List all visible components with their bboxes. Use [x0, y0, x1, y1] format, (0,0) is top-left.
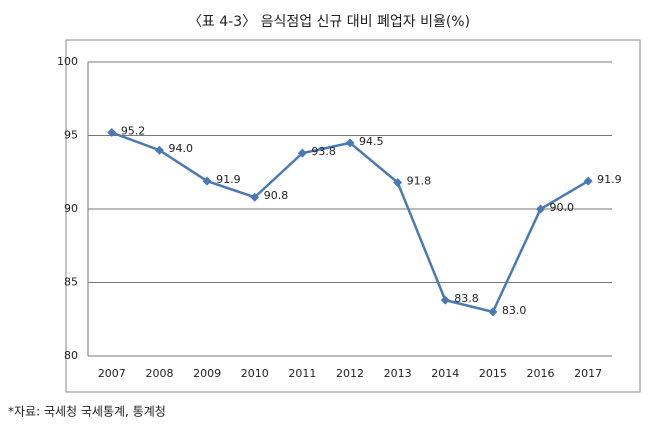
data-label: 94.5 — [359, 135, 384, 148]
data-point — [488, 307, 498, 317]
data-label: 91.9 — [216, 173, 241, 186]
data-point — [345, 138, 355, 148]
data-point — [440, 295, 450, 305]
y-tick-label: 100 — [57, 55, 78, 68]
data-label: 95.2 — [121, 125, 145, 138]
x-tick-label: 2012 — [336, 367, 364, 380]
data-label: 83.8 — [454, 292, 479, 305]
y-tick-label: 90 — [64, 202, 78, 215]
data-point — [107, 128, 117, 138]
y-tick-label: 80 — [64, 349, 78, 362]
x-tick-label: 2008 — [145, 367, 173, 380]
data-point — [393, 178, 403, 188]
x-tick-label: 2015 — [479, 367, 507, 380]
data-point — [154, 145, 164, 155]
x-tick-label: 2013 — [384, 367, 412, 380]
x-tick-label: 2017 — [574, 367, 602, 380]
chart-title: 〈표 4-3〉 음식점업 신규 대비 폐업자 비율(%) — [188, 14, 470, 30]
x-tick-label: 2014 — [431, 367, 459, 380]
data-label: 93.8 — [311, 145, 336, 158]
data-point — [536, 204, 546, 214]
y-tick-label: 85 — [64, 276, 78, 289]
x-tick-label: 2010 — [241, 367, 269, 380]
data-point — [250, 192, 260, 202]
data-point — [297, 148, 307, 158]
x-tick-label: 2007 — [98, 367, 126, 380]
data-label: 83.0 — [502, 304, 526, 317]
x-tick-label: 2011 — [288, 367, 316, 380]
x-tick-label: 2016 — [527, 367, 555, 380]
data-point — [202, 176, 212, 186]
data-label: 91.9 — [597, 173, 622, 186]
data-point — [583, 176, 593, 186]
data-label: 94.0 — [168, 142, 193, 155]
chart-frame — [65, 39, 641, 393]
data-label: 91.8 — [407, 175, 432, 188]
y-tick-label: 95 — [64, 129, 78, 142]
source-note: *자료: 국세청 국세통계, 통계청 — [8, 405, 166, 419]
x-tick-label: 2009 — [193, 367, 221, 380]
data-label: 90.0 — [550, 201, 575, 214]
data-label: 90.8 — [264, 189, 289, 202]
